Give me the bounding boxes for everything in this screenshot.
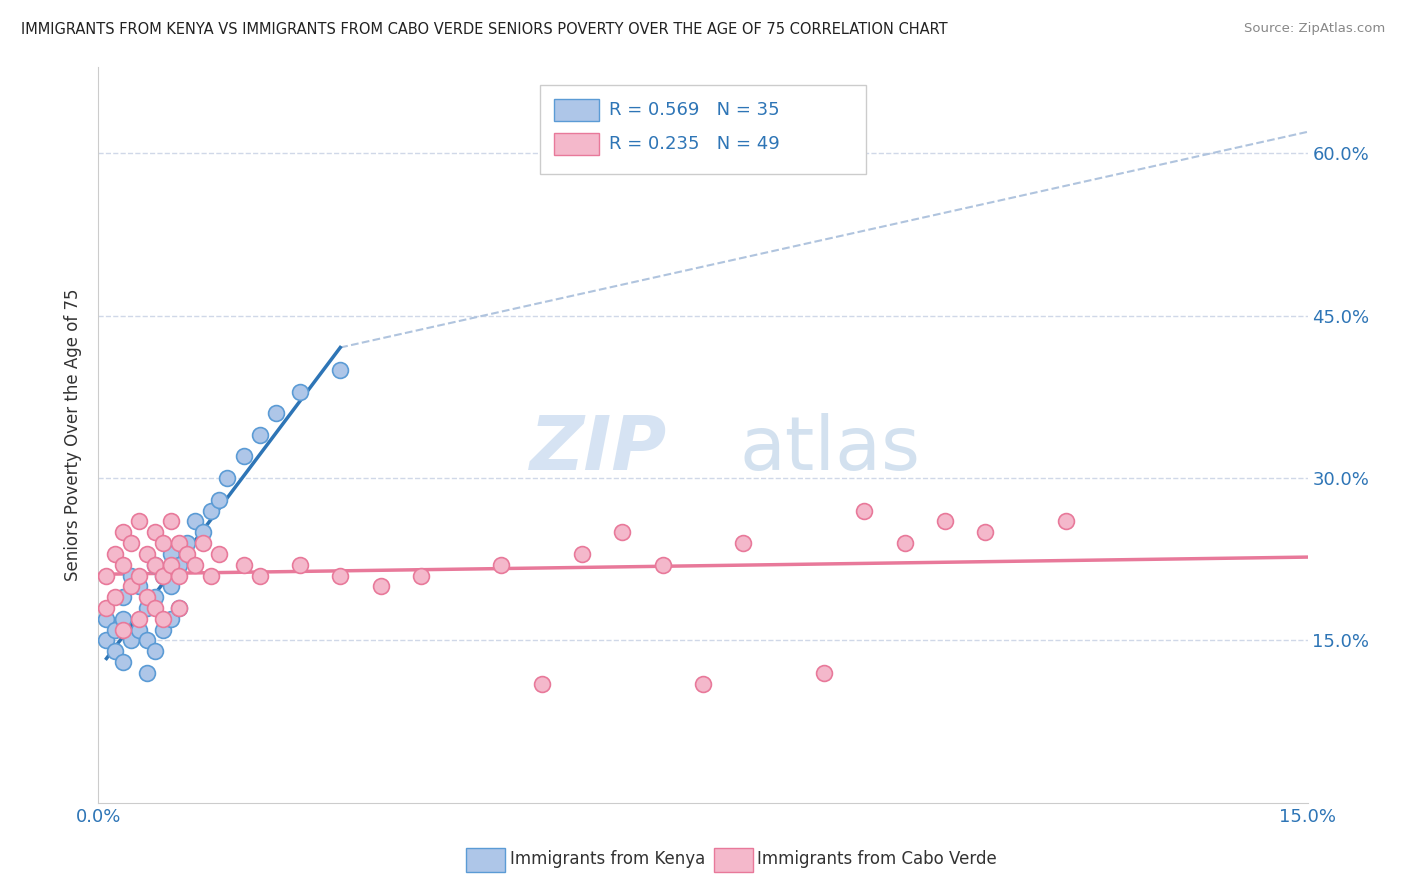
Point xyxy=(249,568,271,582)
Point xyxy=(530,677,553,691)
Point xyxy=(193,525,215,540)
Point xyxy=(491,558,513,572)
FancyBboxPatch shape xyxy=(540,86,866,174)
Point xyxy=(128,623,150,637)
Text: R = 0.235   N = 49: R = 0.235 N = 49 xyxy=(609,136,779,153)
Point xyxy=(135,547,157,561)
Point xyxy=(409,568,432,582)
FancyBboxPatch shape xyxy=(465,848,505,872)
Point xyxy=(612,525,634,540)
Point xyxy=(176,536,198,550)
Point xyxy=(184,558,207,572)
Point xyxy=(143,601,166,615)
FancyBboxPatch shape xyxy=(714,848,752,872)
Point xyxy=(232,450,254,464)
Point xyxy=(135,665,157,680)
Point xyxy=(160,558,183,572)
FancyBboxPatch shape xyxy=(554,133,599,155)
Point xyxy=(934,515,956,529)
Point xyxy=(128,568,150,582)
FancyBboxPatch shape xyxy=(554,98,599,120)
Point xyxy=(143,590,166,604)
Point xyxy=(200,568,222,582)
Point xyxy=(160,579,183,593)
Point xyxy=(329,363,352,377)
Point xyxy=(370,579,392,593)
Point xyxy=(103,644,125,658)
Text: atlas: atlas xyxy=(740,413,921,486)
Point xyxy=(733,536,755,550)
Point xyxy=(152,568,174,582)
Point xyxy=(120,579,142,593)
Point xyxy=(128,515,150,529)
Point xyxy=(152,568,174,582)
Point xyxy=(96,568,118,582)
Point xyxy=(111,655,134,669)
Point xyxy=(264,406,287,420)
Point xyxy=(167,536,190,550)
Point xyxy=(160,612,183,626)
Point xyxy=(111,623,134,637)
Point xyxy=(329,568,352,582)
Point xyxy=(288,558,311,572)
Point xyxy=(120,633,142,648)
Point xyxy=(143,644,166,658)
Point xyxy=(571,547,593,561)
Point xyxy=(167,558,190,572)
Point xyxy=(167,601,190,615)
Point xyxy=(135,590,157,604)
Point xyxy=(1054,515,1077,529)
Point xyxy=(651,558,673,572)
Y-axis label: Seniors Poverty Over the Age of 75: Seniors Poverty Over the Age of 75 xyxy=(65,289,83,581)
Point xyxy=(208,492,231,507)
Point xyxy=(111,612,134,626)
Point xyxy=(893,536,915,550)
Point xyxy=(103,590,125,604)
Point xyxy=(217,471,239,485)
Point xyxy=(120,568,142,582)
Point xyxy=(96,601,118,615)
Point xyxy=(96,612,118,626)
Point xyxy=(160,547,183,561)
Point xyxy=(160,515,183,529)
Point xyxy=(152,623,174,637)
Point xyxy=(128,579,150,593)
Point xyxy=(120,536,142,550)
Point xyxy=(135,601,157,615)
Point xyxy=(111,590,134,604)
Text: IMMIGRANTS FROM KENYA VS IMMIGRANTS FROM CABO VERDE SENIORS POVERTY OVER THE AGE: IMMIGRANTS FROM KENYA VS IMMIGRANTS FROM… xyxy=(21,22,948,37)
Point xyxy=(813,665,835,680)
Point xyxy=(249,427,271,442)
Point xyxy=(103,623,125,637)
Point xyxy=(692,677,714,691)
Point xyxy=(184,515,207,529)
Point xyxy=(208,547,231,561)
Point xyxy=(853,503,876,517)
Point xyxy=(128,612,150,626)
Point xyxy=(288,384,311,399)
Text: ZIP: ZIP xyxy=(530,413,666,486)
Text: Immigrants from Kenya: Immigrants from Kenya xyxy=(509,850,704,869)
Point xyxy=(232,558,254,572)
Text: R = 0.569   N = 35: R = 0.569 N = 35 xyxy=(609,101,779,119)
Point xyxy=(103,547,125,561)
Point xyxy=(167,568,190,582)
Text: Source: ZipAtlas.com: Source: ZipAtlas.com xyxy=(1244,22,1385,36)
Point xyxy=(152,536,174,550)
Point xyxy=(143,525,166,540)
Point xyxy=(152,612,174,626)
Point xyxy=(167,601,190,615)
Point xyxy=(111,525,134,540)
Point xyxy=(135,633,157,648)
Point xyxy=(143,558,166,572)
Point xyxy=(143,558,166,572)
Point xyxy=(193,536,215,550)
Point xyxy=(111,558,134,572)
Text: Immigrants from Cabo Verde: Immigrants from Cabo Verde xyxy=(758,850,997,869)
Point xyxy=(176,547,198,561)
Point xyxy=(200,503,222,517)
Point xyxy=(96,633,118,648)
Point xyxy=(974,525,997,540)
